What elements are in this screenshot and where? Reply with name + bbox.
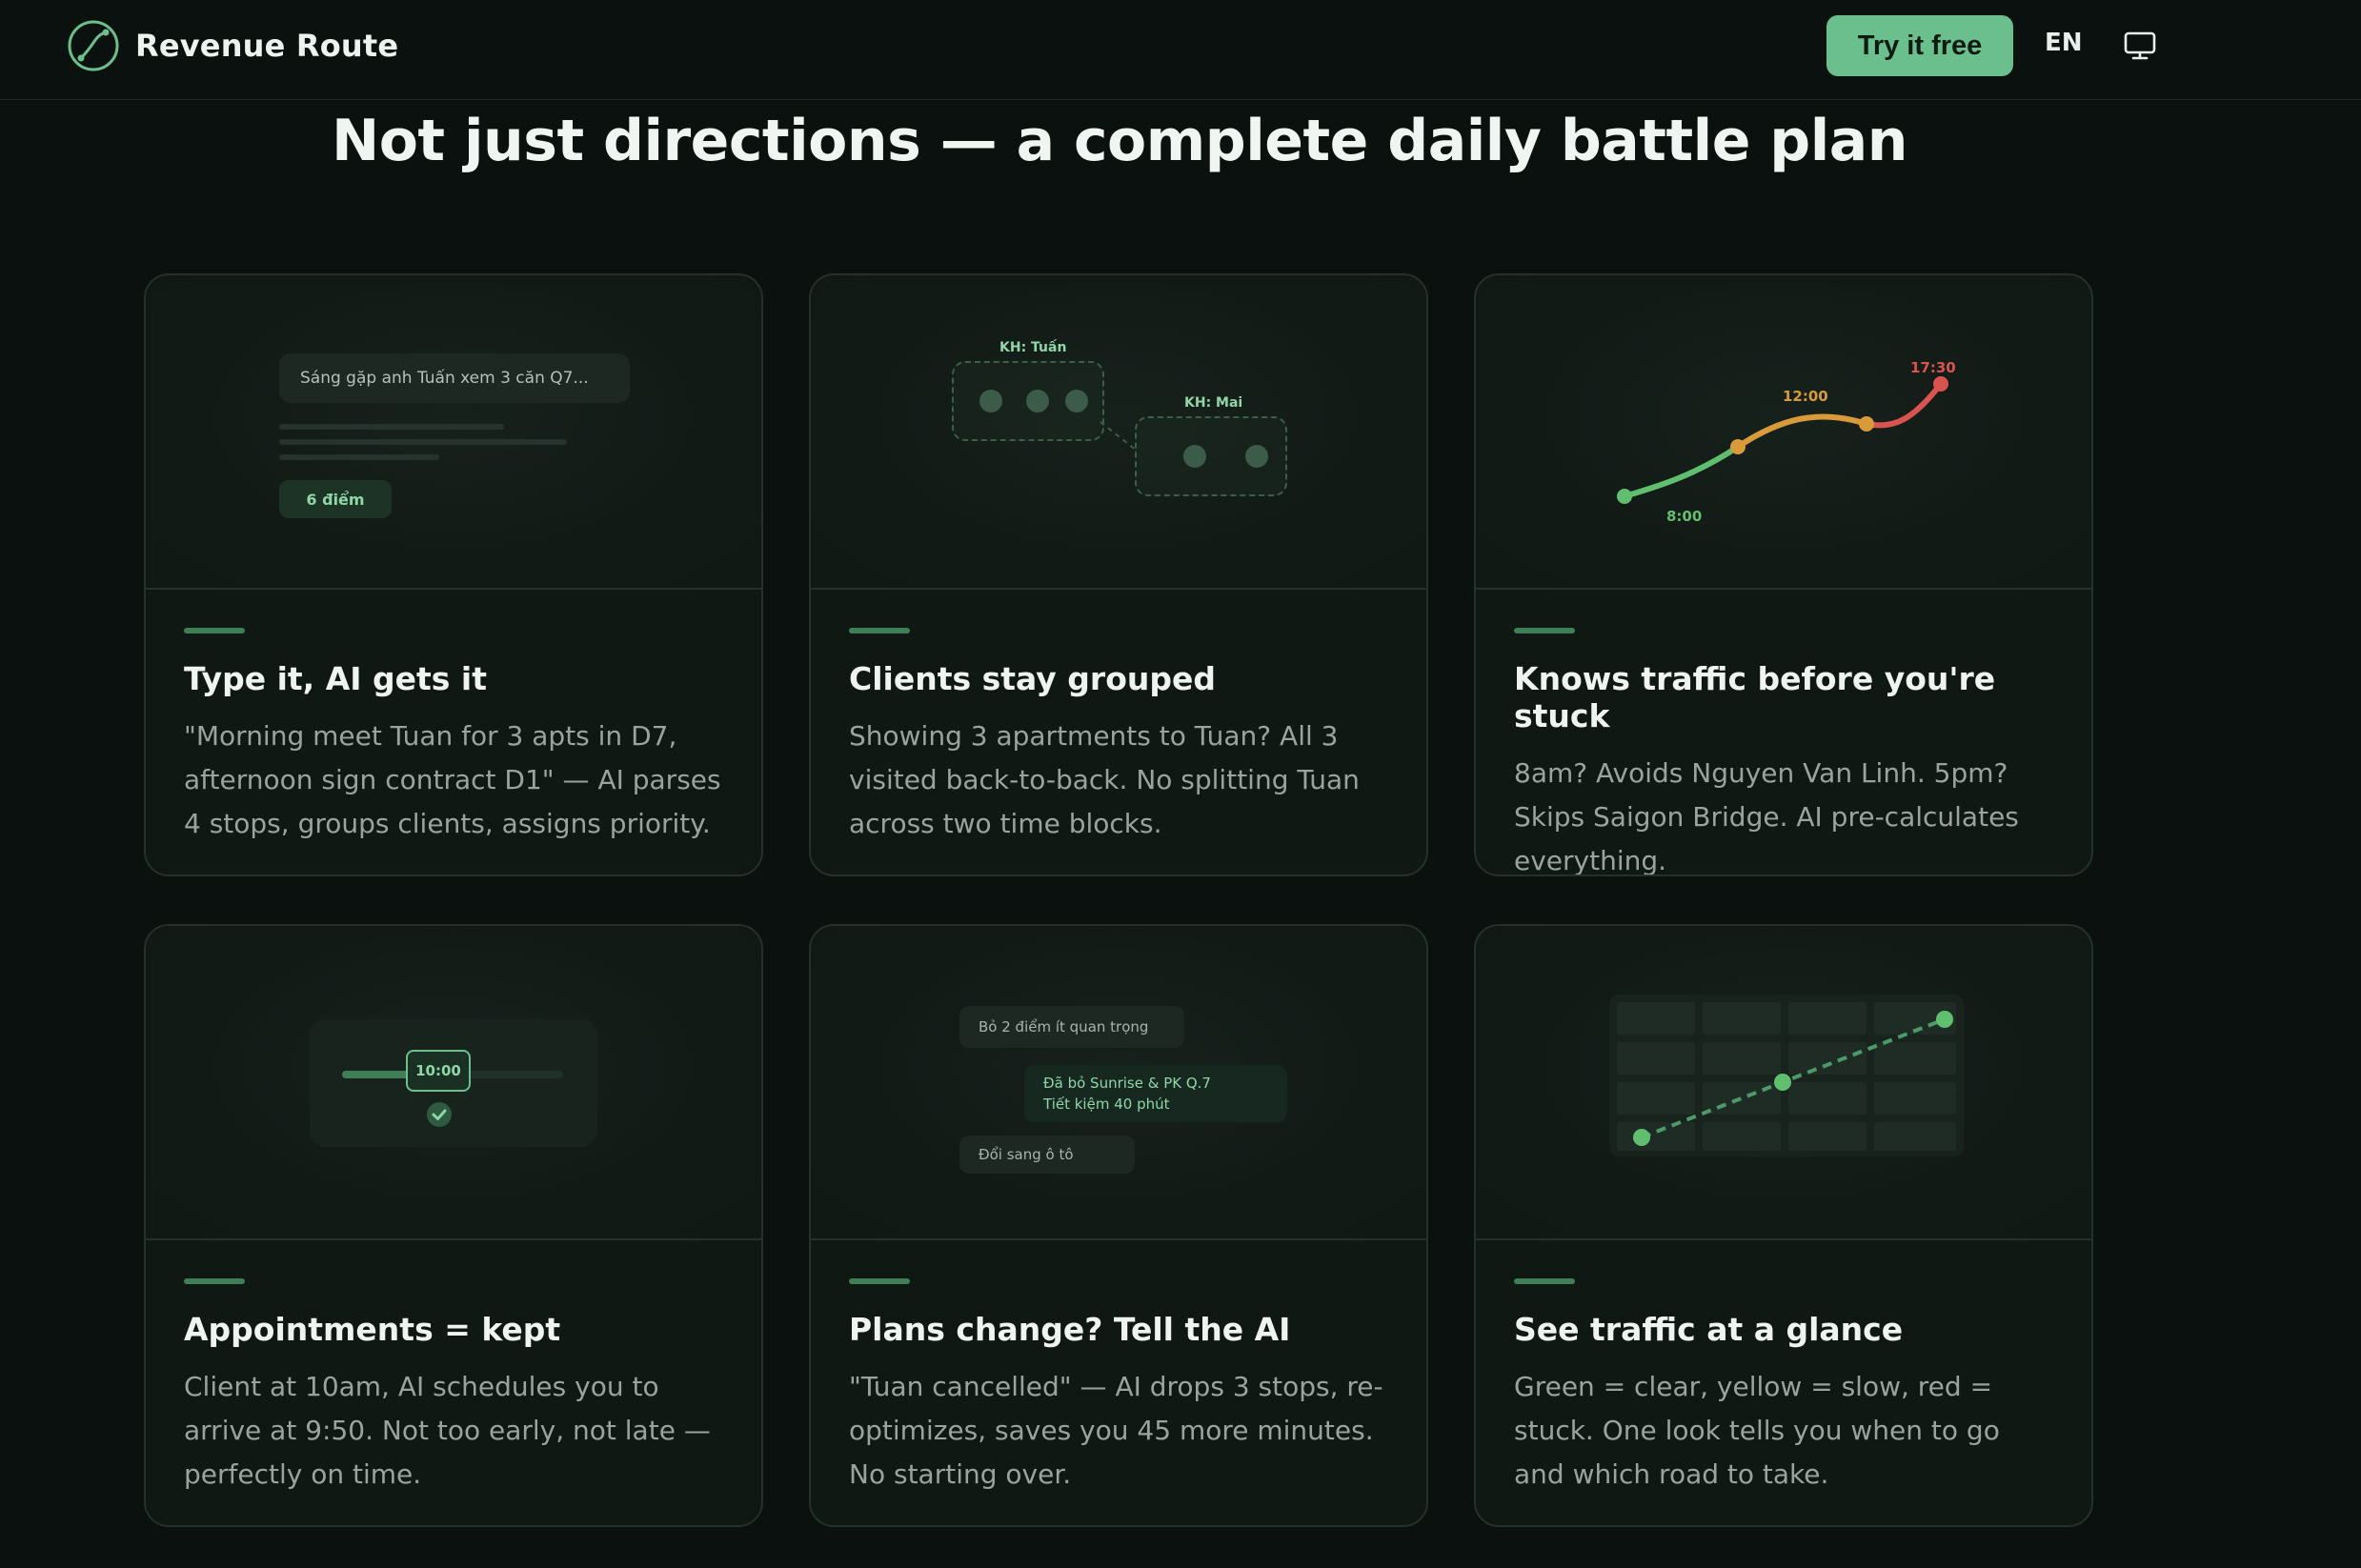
- group-label-mai: KH: Mai: [1184, 395, 1243, 411]
- ai-reply: Đã bỏ Sunrise & PK Q.7 Tiết kiệm 40 phút: [1024, 1065, 1287, 1122]
- section-headline: Not just directions — a complete daily b…: [331, 108, 1908, 174]
- group-connector: [1100, 421, 1138, 452]
- feature-card-traffic-forecast: 8:00 12:00 17:30 Knows traffic before yo…: [1474, 273, 2093, 876]
- card-title: Appointments = kept: [184, 1311, 561, 1348]
- time-label-start: 8:00: [1666, 508, 1703, 525]
- feature-card-traffic-glance: See traffic at a glance Green = clear, y…: [1474, 924, 2093, 1527]
- traffic-curve: [1617, 376, 1948, 504]
- stop-dot: [1183, 445, 1206, 468]
- traffic-map: [1609, 995, 1964, 1156]
- card-description: Showing 3 apartments to Tuan? All 3 visi…: [849, 720, 1360, 839]
- card-visual: [1476, 926, 2091, 1240]
- accent-bar: [849, 1278, 910, 1284]
- skeleton-line: [279, 439, 567, 445]
- input-preview: Sáng gặp anh Tuấn xem 3 căn Q7...: [279, 353, 630, 403]
- card-visual: 8:00 12:00 17:30: [1476, 275, 2091, 590]
- accent-bar: [184, 628, 245, 633]
- stop-dot: [1065, 390, 1088, 412]
- monitor-icon[interactable]: [2123, 30, 2157, 61]
- feature-card-client-grouping: KH: Tuấn KH: Mai Clients stay grouped Sh…: [809, 273, 1428, 876]
- user-message: Đổi sang ô tô: [959, 1136, 1135, 1174]
- check-icon: [427, 1102, 452, 1127]
- card-description: Green = clear, yellow = slow, red = stuc…: [1514, 1371, 2000, 1490]
- time-point-start: [1617, 489, 1632, 504]
- card-body: Clients stay grouped Showing 3 apartment…: [849, 590, 1392, 846]
- card-visual: Bỏ 2 điểm ít quan trọng Đã bỏ Sunrise & …: [811, 926, 1426, 1240]
- card-description: Client at 10am, AI schedules you to arri…: [184, 1371, 711, 1490]
- top-nav: Revenue Route Try it free EN: [0, 0, 2361, 100]
- feature-card-appointments: 10:00 Appointments = kept Client at 10am…: [144, 924, 763, 1527]
- feature-card-plan-changes: Bỏ 2 điểm ít quan trọng Đã bỏ Sunrise & …: [809, 924, 1428, 1527]
- stop-dot: [979, 390, 1002, 412]
- accent-bar: [1514, 628, 1575, 633]
- skeleton-line: [279, 454, 439, 460]
- user-message: Bỏ 2 điểm ít quan trọng: [959, 1006, 1184, 1048]
- map-point: [1633, 1129, 1650, 1146]
- card-body: Knows traffic before you're stuck 8am? A…: [1514, 590, 2057, 876]
- card-visual: KH: Tuấn KH: Mai: [811, 275, 1426, 590]
- skeleton-line: [279, 424, 504, 430]
- accent-bar: [1514, 1278, 1575, 1284]
- card-title: Type it, AI gets it: [184, 660, 488, 697]
- card-description: 8am? Avoids Nguyen Van Linh. 5pm? Skips …: [1514, 757, 2019, 876]
- card-title: Knows traffic before you're stuck: [1514, 660, 1996, 734]
- brand-name: Revenue Route: [135, 28, 399, 64]
- card-title: Clients stay grouped: [849, 660, 1216, 697]
- card-title: Plans change? Tell the AI: [849, 1311, 1291, 1348]
- card-body: Plans change? Tell the AI "Tuan cancelle…: [849, 1240, 1392, 1497]
- stop-count-badge: 6 điểm: [279, 480, 392, 518]
- card-body: See traffic at a glance Green = clear, y…: [1514, 1240, 2057, 1497]
- accent-bar: [184, 1278, 245, 1284]
- ai-reply-line: Đã bỏ Sunrise & PK Q.7: [1043, 1075, 1211, 1092]
- try-free-button[interactable]: Try it free: [1826, 15, 2013, 76]
- card-description: "Tuan cancelled" — AI drops 3 stops, re-…: [849, 1371, 1383, 1490]
- feature-card-ai-parse: Sáng gặp anh Tuấn xem 3 căn Q7... 6 điểm…: [144, 273, 763, 876]
- time-point-end: [1933, 376, 1948, 392]
- user-message-text: Đổi sang ô tô: [979, 1146, 1074, 1163]
- accent-bar: [849, 628, 910, 633]
- group-label-tuan: KH: Tuấn: [999, 340, 1067, 355]
- time-slot-marker: 10:00: [406, 1050, 471, 1092]
- map-point: [1774, 1074, 1791, 1091]
- user-message-text: Bỏ 2 điểm ít quan trọng: [979, 1018, 1149, 1035]
- card-description: "Morning meet Tuan for 3 apts in D7, aft…: [184, 720, 721, 839]
- time-point-mid: [1730, 439, 1746, 454]
- stop-dot: [1026, 390, 1049, 412]
- stop-dot: [1245, 445, 1268, 468]
- time-label-end: 17:30: [1910, 359, 1956, 376]
- time-label-mid: 12:00: [1783, 388, 1828, 405]
- card-visual: 10:00: [146, 926, 761, 1240]
- route-logo-icon: [68, 20, 119, 71]
- card-body: Type it, AI gets it "Morning meet Tuan f…: [184, 590, 727, 846]
- language-switcher[interactable]: EN: [2045, 29, 2083, 57]
- timeline-fill: [342, 1071, 447, 1078]
- map-point: [1936, 1011, 1953, 1028]
- card-title: See traffic at a glance: [1514, 1311, 1904, 1348]
- card-body: Appointments = kept Client at 10am, AI s…: [184, 1240, 727, 1497]
- ai-reply-line: Tiết kiệm 40 phút: [1043, 1096, 1170, 1113]
- time-point-slow: [1859, 416, 1874, 432]
- card-visual: Sáng gặp anh Tuấn xem 3 căn Q7... 6 điểm: [146, 275, 761, 590]
- brand[interactable]: Revenue Route: [67, 19, 398, 72]
